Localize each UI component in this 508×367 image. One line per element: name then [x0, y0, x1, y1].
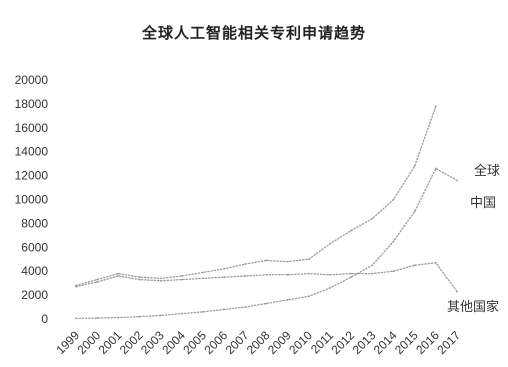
- data-point: [413, 165, 416, 167]
- data-point: [202, 310, 204, 313]
- data-point: [180, 312, 183, 315]
- y-tick-label: 6000: [21, 240, 48, 254]
- y-tick-label: 4000: [21, 264, 48, 278]
- data-point: [350, 229, 353, 232]
- chart-title: 全球人工智能相关专利申请趋势: [141, 24, 366, 42]
- data-point: [434, 105, 437, 108]
- data-point: [350, 272, 353, 275]
- data-point: [96, 278, 99, 281]
- data-point: [202, 277, 204, 280]
- data-point: [96, 317, 99, 319]
- y-tick-label: 20000: [15, 73, 49, 87]
- data-point: [371, 217, 374, 220]
- data-point: [329, 273, 331, 276]
- data-point: [75, 285, 77, 288]
- y-tick-label: 0: [41, 312, 48, 326]
- data-point: [392, 198, 395, 201]
- data-point: [413, 210, 416, 213]
- series-line-2: [75, 262, 458, 293]
- data-point: [371, 264, 374, 267]
- data-point: [392, 240, 395, 243]
- data-point: [371, 272, 374, 275]
- y-tick-label: 18000: [15, 97, 49, 111]
- series-line-1: [75, 167, 458, 320]
- x-axis: 1999200020012002200320042005200620072008…: [53, 328, 463, 357]
- y-tick-label: 10000: [15, 193, 49, 207]
- data-point: [138, 276, 141, 279]
- y-tick-label: 16000: [15, 121, 49, 135]
- data-point: [223, 308, 226, 311]
- data-point: [456, 179, 458, 182]
- series-layer: [75, 105, 458, 320]
- data-point: [244, 263, 247, 265]
- data-point: [159, 314, 162, 317]
- data-point: [138, 278, 141, 281]
- data-point: [223, 267, 226, 270]
- data-point: [75, 317, 77, 320]
- y-tick-label: 12000: [15, 169, 49, 183]
- series-label: 其他国家: [447, 299, 499, 315]
- x-tick-label: 2017: [434, 328, 463, 357]
- data-point: [180, 278, 183, 281]
- data-point: [265, 273, 268, 276]
- data-point: [286, 273, 289, 276]
- data-point: [265, 302, 268, 305]
- y-axis: 2000018000160001400012000100008000600040…: [15, 73, 49, 326]
- y-tick-label: 2000: [21, 288, 48, 302]
- data-point: [159, 279, 162, 282]
- series-label: 全球: [474, 163, 500, 179]
- data-point: [117, 275, 120, 277]
- data-point: [202, 271, 204, 274]
- data-point: [223, 276, 226, 279]
- data-point: [244, 306, 247, 308]
- series-label: 中国: [470, 196, 496, 211]
- data-point: [138, 315, 141, 318]
- data-point: [456, 290, 458, 293]
- data-point: [329, 242, 331, 245]
- data-point: [159, 277, 162, 280]
- data-point: [392, 270, 395, 273]
- data-point: [413, 264, 416, 267]
- data-point: [434, 261, 437, 264]
- data-point: [307, 272, 310, 275]
- data-point: [117, 316, 120, 319]
- y-tick-label: 8000: [21, 216, 48, 230]
- data-point: [286, 298, 289, 301]
- data-point: [350, 276, 353, 279]
- data-point: [307, 258, 310, 261]
- data-point: [286, 260, 289, 263]
- y-tick-label: 14000: [15, 145, 49, 159]
- series-line-0: [75, 105, 437, 287]
- data-point: [180, 275, 183, 277]
- data-point: [117, 272, 120, 275]
- data-point: [96, 281, 99, 283]
- data-point: [244, 275, 247, 277]
- data-point: [434, 167, 437, 170]
- data-point: [329, 287, 331, 289]
- data-point: [307, 295, 310, 298]
- data-point: [265, 259, 268, 262]
